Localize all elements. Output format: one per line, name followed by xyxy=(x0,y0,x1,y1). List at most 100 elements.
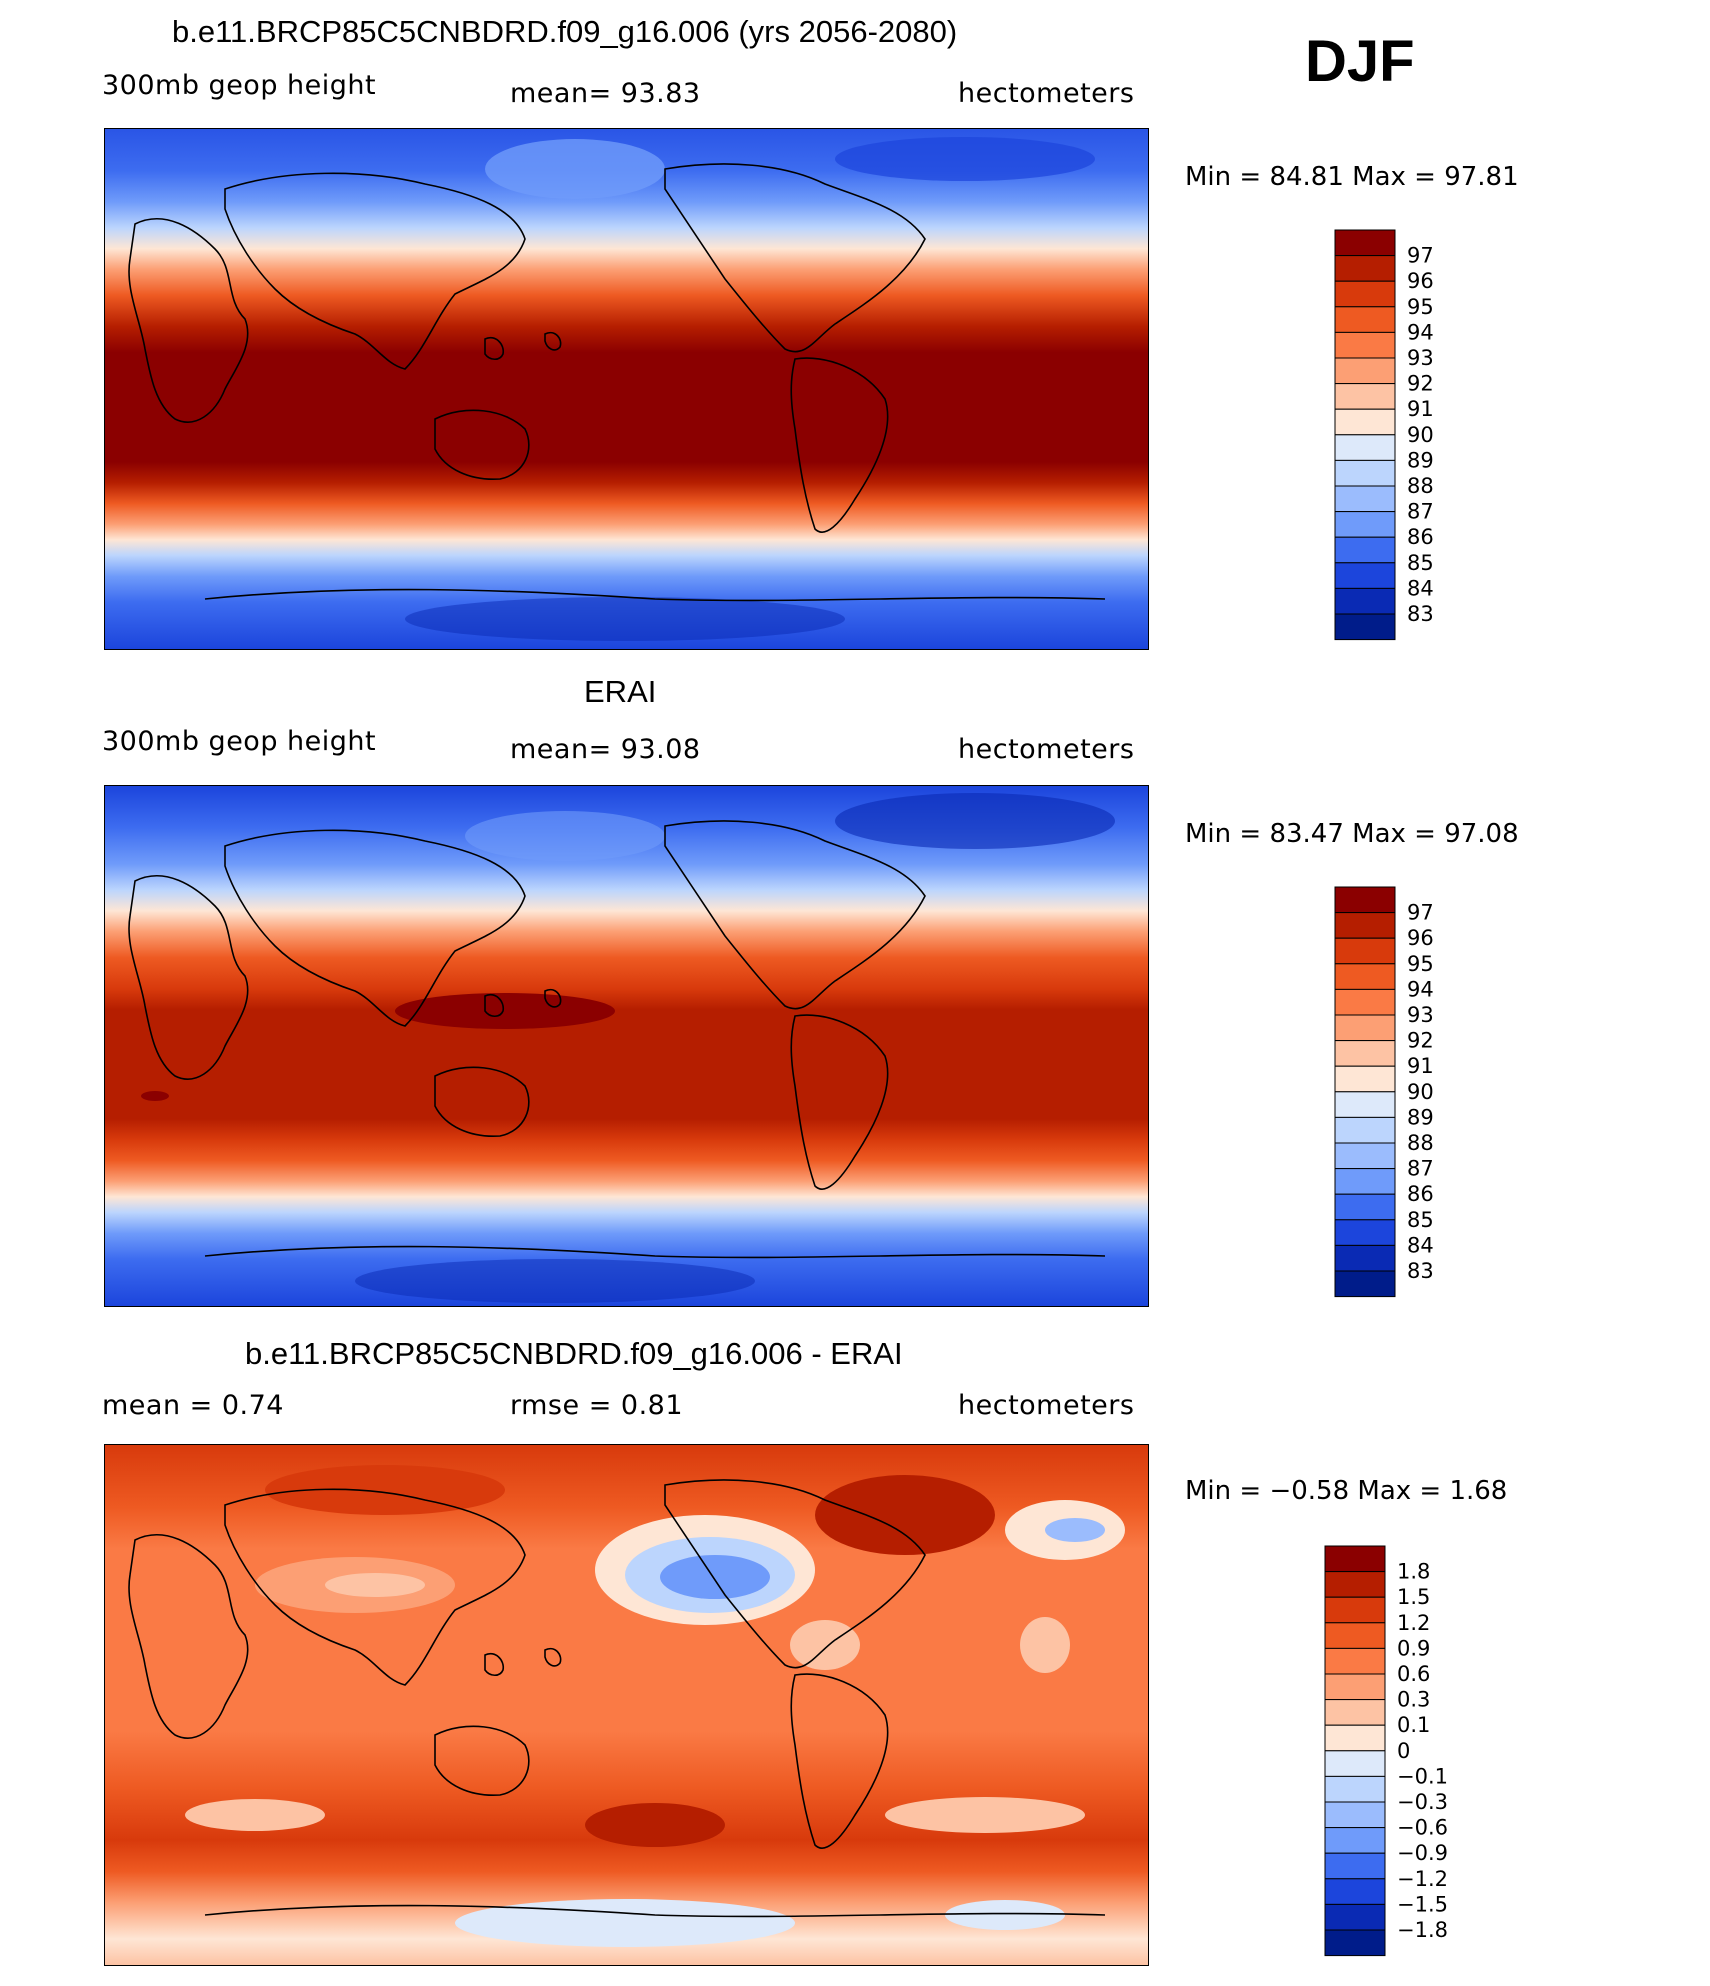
coastline xyxy=(790,1673,889,1849)
colorbar-tick-label: 97 xyxy=(1407,901,1434,925)
colorbar-swatch xyxy=(1334,383,1396,410)
colorbar-swatch xyxy=(1324,1750,1386,1777)
panel-1-mean-label: mean= 93.83 xyxy=(510,78,701,109)
colorbar-tick-label: 93 xyxy=(1407,1003,1434,1027)
colorbar-tick-label: −0.1 xyxy=(1397,1764,1448,1788)
colorbar-swatch xyxy=(1334,613,1396,641)
colorbar-swatch xyxy=(1334,408,1396,436)
panel-1-coastlines xyxy=(128,163,1106,602)
colorbar-tick-label: −0.9 xyxy=(1397,1841,1448,1865)
coastline xyxy=(434,1066,530,1137)
colorbar-swatch xyxy=(1324,1775,1386,1803)
colorbar-swatch xyxy=(1334,963,1396,990)
panel-1-units-label: hectometers xyxy=(958,78,1135,109)
panel-2-minmax: Min = 83.47 Max = 97.08 xyxy=(1185,819,1519,849)
colorbar-swatch xyxy=(1334,1065,1396,1093)
panel-3-colorbar: 1.8 1.5 1.2 0.9 0.6 0.3 0.1 0 −0.1 −0.3 −0.6 −0.9 −1… xyxy=(1323,1544,1483,1969)
colorbar-tick-label: 94 xyxy=(1407,320,1434,344)
coastline xyxy=(664,163,926,353)
colorbar-tick-label: 85 xyxy=(1407,551,1434,575)
coastline xyxy=(484,336,505,361)
colorbar-tick-label: −0.6 xyxy=(1397,1816,1448,1840)
coastline xyxy=(544,331,562,351)
panel-1-colorbar: 97 96 95 94 93 92 91 90 89 88 87 86 85 84 83 xyxy=(1333,228,1473,653)
colorbar-tick-label: 91 xyxy=(1407,397,1434,421)
colorbar-tick-label: 0 xyxy=(1397,1739,1410,1763)
colorbar-swatch xyxy=(1334,357,1396,385)
colorbar-tick-label: −1.2 xyxy=(1397,1867,1448,1891)
colorbar-tick-label: 0.1 xyxy=(1397,1713,1430,1737)
colorbar-swatch xyxy=(1334,988,1396,1016)
colorbar-swatch xyxy=(1324,1724,1386,1752)
coastline xyxy=(224,172,526,370)
colorbar-tick-label: 87 xyxy=(1407,1157,1434,1181)
coastline xyxy=(128,218,249,423)
colorbar-swatch xyxy=(1334,886,1396,914)
colorbar-swatch xyxy=(1334,536,1396,564)
panel-1-variable-label: 300mb geop height xyxy=(102,70,377,101)
panel-3-title: b.e11.BRCP85C5CNBDRD.f09_g16.006 - ERAI xyxy=(245,1336,903,1371)
colorbar-swatch xyxy=(1334,229,1396,257)
coastline xyxy=(790,1014,889,1190)
panel-2-units-label: hectometers xyxy=(958,734,1135,765)
colorbar-tick-label: 96 xyxy=(1407,926,1434,950)
colorbar-tick-label: 91 xyxy=(1407,1054,1434,1078)
colorbar-swatch xyxy=(1334,306,1396,333)
colorbar-swatch xyxy=(1324,1801,1386,1829)
colorbar-swatch xyxy=(1324,1647,1386,1675)
colorbar-tick-label: 96 xyxy=(1407,269,1434,293)
colorbar-tick-label: 86 xyxy=(1407,525,1434,549)
colorbar-tick-label: 1.8 xyxy=(1397,1560,1430,1584)
colorbar-tick-label: 0.6 xyxy=(1397,1662,1430,1686)
colorbar-tick-label: 89 xyxy=(1407,1105,1434,1129)
colorbar-swatch xyxy=(1334,587,1396,615)
colorbar-tick-label: 90 xyxy=(1407,1080,1434,1104)
colorbar-swatch xyxy=(1334,255,1396,282)
season-label: DJF xyxy=(1305,29,1415,94)
colorbar-tick-label: 83 xyxy=(1407,602,1434,626)
coastline xyxy=(544,1647,562,1667)
colorbar-tick-label: 94 xyxy=(1407,977,1434,1001)
coastline xyxy=(434,409,530,480)
colorbar-swatch xyxy=(1334,434,1396,461)
colorbar-tick-label: 88 xyxy=(1407,1131,1434,1155)
coastline xyxy=(128,875,249,1080)
colorbar-swatch xyxy=(1324,1596,1386,1624)
colorbar-tick-label: 87 xyxy=(1407,500,1434,524)
colorbar-tick-label: 90 xyxy=(1407,423,1434,447)
panel-3-mean-label: mean = 0.74 xyxy=(102,1390,284,1421)
colorbar-tick-label: 97 xyxy=(1407,244,1434,268)
panel-2-map xyxy=(104,785,1149,1307)
coastline xyxy=(204,1904,1106,1918)
coastline xyxy=(484,1652,505,1677)
colorbar-swatch xyxy=(1334,1168,1396,1195)
panel-1-map xyxy=(104,128,1149,650)
colorbar-swatch xyxy=(1334,485,1396,513)
colorbar-tick-label: 1.5 xyxy=(1397,1585,1430,1609)
panel-2-colorbar: 97 96 95 94 93 92 91 90 89 88 87 86 85 84 83 xyxy=(1333,885,1473,1310)
colorbar-swatch xyxy=(1334,1142,1396,1170)
panel-3-rmse-label: rmse = 0.81 xyxy=(510,1390,684,1421)
coastline xyxy=(204,588,1106,602)
colorbar-tick-label: 1.2 xyxy=(1397,1611,1430,1635)
colorbar-swatch xyxy=(1334,1040,1396,1067)
panel-2-title: ERAI xyxy=(584,674,657,709)
colorbar-tick-label: 88 xyxy=(1407,474,1434,498)
colorbar-swatch xyxy=(1334,1219,1396,1246)
colorbar-swatch xyxy=(1334,1270,1396,1298)
panel-1-minmax: Min = 84.81 Max = 97.81 xyxy=(1185,162,1519,192)
panel-3-map xyxy=(104,1444,1149,1966)
colorbar-swatch xyxy=(1324,1929,1386,1957)
colorbar-tick-label: −0.3 xyxy=(1397,1790,1448,1814)
panel-3-units-label: hectometers xyxy=(958,1390,1135,1421)
colorbar-swatch xyxy=(1334,1193,1396,1221)
panel-2-variable-label: 300mb geop height xyxy=(102,726,377,757)
colorbar-swatch xyxy=(1324,1878,1386,1905)
colorbar-tick-label: 0.3 xyxy=(1397,1688,1430,1712)
colorbar-tick-label: 92 xyxy=(1407,1029,1434,1053)
colorbar-tick-label: −1.5 xyxy=(1397,1892,1448,1916)
colorbar-tick-label: 85 xyxy=(1407,1208,1434,1232)
panel-3-coastlines xyxy=(128,1479,1106,1918)
panel-1-title: b.e11.BRCP85C5CNBDRD.f09_g16.006 (yrs 20… xyxy=(172,14,958,49)
colorbar-tick-label: 86 xyxy=(1407,1182,1434,1206)
